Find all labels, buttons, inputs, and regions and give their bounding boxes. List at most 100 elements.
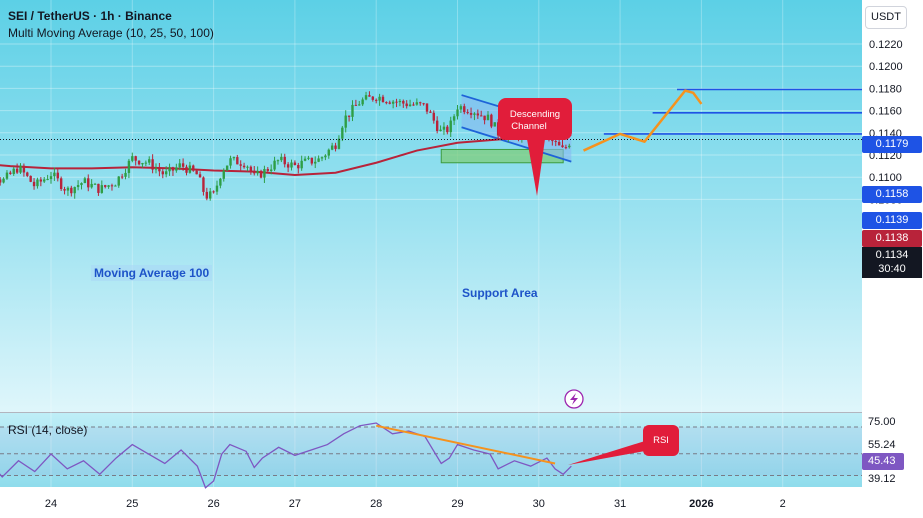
- candle-body: [351, 104, 354, 117]
- y-tick-label: 0.1200: [869, 61, 903, 73]
- lightning-icon[interactable]: [564, 389, 584, 409]
- candle-body: [70, 187, 73, 194]
- candle-body: [148, 159, 151, 163]
- candle-body: [141, 163, 144, 165]
- projection-path: [582, 89, 703, 152]
- currency-button[interactable]: USDT: [865, 6, 907, 29]
- candle-body: [124, 172, 127, 177]
- candle-body: [178, 163, 181, 168]
- candle-body: [480, 115, 483, 117]
- candle-body: [459, 106, 463, 110]
- ma100-price-badge: 0.1138: [862, 230, 922, 247]
- rsi-band: [0, 427, 862, 476]
- candle-body: [212, 191, 215, 193]
- candle-body: [249, 166, 253, 172]
- candle-body: [246, 166, 249, 168]
- candle-body: [391, 101, 395, 104]
- x-tick-label: 24: [45, 498, 57, 510]
- level-price-badge-3: 0.1139: [862, 212, 922, 229]
- bar-countdown: 30:40: [862, 261, 922, 278]
- candle-body: [100, 185, 104, 193]
- candle-body: [286, 164, 290, 168]
- candle-body: [314, 161, 317, 164]
- candle-body: [53, 172, 56, 177]
- candle-body: [9, 172, 12, 174]
- rsi-line: [0, 422, 572, 489]
- x-tick-label: 25: [126, 498, 138, 510]
- time-axis-bg: [0, 487, 862, 518]
- candle-body: [385, 102, 388, 104]
- channel-callout: Descending Channel: [498, 98, 572, 196]
- candle-body: [483, 115, 486, 121]
- candle-body: [486, 114, 490, 121]
- candle-body: [202, 177, 205, 192]
- candle-body: [239, 164, 242, 166]
- candle-body: [442, 126, 446, 130]
- candle-body: [415, 102, 419, 105]
- y-tick-label: 0.1180: [869, 83, 902, 95]
- support-area-label: Support Area: [462, 286, 538, 300]
- candle-body: [452, 116, 456, 121]
- candle-body: [56, 172, 59, 179]
- candle-body: [263, 168, 266, 178]
- candle-body: [205, 191, 209, 199]
- candle-body: [337, 138, 341, 149]
- candle-body: [151, 159, 154, 170]
- rsi-lower-badge: 39.12: [862, 471, 922, 488]
- candle-body: [422, 103, 425, 105]
- candle-body: [568, 145, 571, 148]
- candle-body: [242, 165, 246, 168]
- candle-body: [310, 157, 314, 164]
- candle-body: [2, 178, 5, 183]
- x-tick-label: 2: [780, 498, 786, 510]
- rsi-pane-bg: [0, 413, 862, 487]
- x-tick-label: 29: [451, 498, 463, 510]
- rsi-title[interactable]: RSI (14, close): [8, 423, 88, 437]
- candle-body: [564, 147, 568, 149]
- candle-body: [49, 176, 53, 180]
- y-tick-label: 0.1160: [869, 106, 902, 118]
- candle-body: [117, 176, 120, 186]
- symbol-title[interactable]: SEI / TetherUS · 1h · Binance: [8, 9, 172, 23]
- candle-body: [466, 112, 469, 114]
- candle-body: [137, 160, 141, 165]
- candle-body: [154, 168, 158, 170]
- candle-body: [273, 160, 276, 170]
- candle-body: [402, 100, 405, 104]
- x-tick-label: 2026: [689, 498, 713, 510]
- candle-body: [341, 127, 344, 139]
- candle-body: [97, 183, 100, 193]
- candle-body: [364, 95, 368, 100]
- candle-body: [181, 163, 185, 167]
- candle-body: [307, 157, 310, 159]
- candle-body: [456, 109, 459, 117]
- candle-body: [120, 176, 124, 178]
- candle-body: [36, 179, 39, 187]
- candle-body: [104, 185, 107, 187]
- candle-body: [22, 165, 26, 173]
- candle-body: [225, 165, 229, 171]
- candle-body: [168, 167, 171, 172]
- candle-body: [192, 165, 195, 171]
- candle-body: [93, 183, 97, 185]
- candle-body: [259, 170, 263, 178]
- candle-body: [473, 113, 476, 115]
- indicator-title[interactable]: Multi Moving Average (10, 25, 50, 100): [8, 26, 214, 40]
- candle-body: [405, 103, 408, 107]
- candle-body: [378, 96, 381, 101]
- candle-body: [63, 189, 66, 191]
- channel-callout-line2: Channel: [511, 121, 546, 132]
- candle-body: [73, 187, 76, 194]
- candle-body: [371, 96, 375, 100]
- candle-body: [229, 158, 232, 166]
- rsi-divergence-line: [375, 424, 556, 465]
- candle-body: [361, 99, 364, 105]
- candle-body: [222, 170, 225, 179]
- candle-body: [429, 111, 432, 113]
- candle-body: [29, 175, 32, 182]
- candle-body: [334, 145, 337, 149]
- candle-body: [219, 178, 222, 186]
- candle-body: [303, 158, 307, 161]
- x-tick-label: 27: [289, 498, 301, 510]
